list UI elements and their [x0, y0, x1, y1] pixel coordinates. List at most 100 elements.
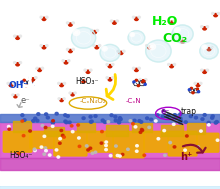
Bar [0, 187, 220, 188]
Circle shape [121, 153, 124, 156]
Circle shape [93, 45, 95, 46]
Circle shape [145, 79, 147, 81]
Circle shape [170, 21, 174, 24]
Circle shape [173, 146, 176, 148]
Circle shape [40, 45, 42, 46]
Bar [0, 188, 220, 189]
Circle shape [66, 22, 69, 24]
Bar [0, 188, 220, 189]
Bar [0, 187, 220, 188]
Bar [0, 188, 220, 189]
Circle shape [71, 93, 74, 96]
Circle shape [60, 129, 63, 132]
Circle shape [12, 94, 14, 96]
Circle shape [74, 92, 76, 94]
Circle shape [194, 116, 198, 119]
Bar [0, 187, 220, 188]
Circle shape [128, 31, 145, 45]
Text: e⁻: e⁻ [161, 107, 170, 116]
Circle shape [130, 33, 135, 37]
Circle shape [51, 125, 54, 127]
Circle shape [189, 115, 192, 118]
Circle shape [173, 64, 176, 65]
Bar [0, 188, 220, 189]
Circle shape [201, 118, 204, 120]
Bar [0, 188, 220, 189]
Bar [0, 188, 220, 189]
Circle shape [132, 67, 135, 69]
Bar [0, 187, 220, 188]
Circle shape [65, 121, 68, 124]
Circle shape [206, 69, 209, 71]
Circle shape [211, 46, 213, 48]
Bar [0, 187, 220, 188]
Bar [0, 188, 220, 189]
Circle shape [112, 64, 114, 65]
Circle shape [163, 129, 165, 132]
Bar [0, 188, 220, 189]
Bar [0, 187, 220, 188]
Circle shape [110, 20, 113, 22]
Circle shape [203, 46, 205, 48]
Bar [0, 188, 220, 189]
Circle shape [0, 0, 53, 40]
Bar [0, 187, 220, 188]
Circle shape [59, 142, 61, 144]
Circle shape [30, 80, 33, 82]
Circle shape [46, 116, 49, 119]
Circle shape [58, 98, 60, 100]
Bar [0, 187, 220, 188]
Circle shape [206, 26, 209, 28]
Circle shape [105, 149, 107, 151]
Circle shape [33, 148, 36, 150]
Circle shape [168, 20, 170, 22]
Circle shape [201, 26, 203, 28]
Circle shape [192, 92, 194, 94]
Circle shape [72, 22, 74, 24]
Text: HSO₄⁻: HSO₄⁻ [9, 151, 32, 160]
Circle shape [7, 82, 9, 84]
Circle shape [179, 119, 182, 122]
Circle shape [44, 126, 47, 129]
Text: H₂O: H₂O [152, 15, 178, 28]
Circle shape [22, 135, 25, 137]
Bar [0, 187, 220, 188]
Bar [0, 188, 220, 189]
Bar [0, 187, 220, 188]
Circle shape [94, 115, 97, 117]
Circle shape [40, 16, 42, 18]
Circle shape [105, 141, 108, 143]
Circle shape [101, 130, 103, 133]
Circle shape [70, 125, 73, 127]
Circle shape [139, 79, 141, 81]
Circle shape [179, 121, 182, 124]
Text: -CₓN₄O₂: -CₓN₄O₂ [79, 98, 106, 104]
Bar [0, 188, 220, 189]
Circle shape [17, 153, 20, 155]
Bar [0, 188, 220, 189]
Circle shape [45, 149, 47, 152]
Bar [0, 188, 220, 189]
Circle shape [78, 145, 81, 147]
Bar [0, 187, 220, 188]
Bar [0, 188, 220, 189]
Bar [0, 187, 220, 188]
Bar [0, 187, 220, 188]
Bar [0, 187, 220, 188]
Bar [0, 187, 220, 188]
Circle shape [207, 48, 211, 51]
Circle shape [110, 114, 113, 117]
Bar [0, 187, 220, 188]
Circle shape [176, 29, 179, 31]
Circle shape [42, 46, 46, 49]
Bar [0, 188, 220, 189]
Circle shape [131, 34, 133, 35]
Circle shape [144, 84, 146, 85]
FancyBboxPatch shape [87, 131, 113, 152]
Bar [0, 187, 220, 188]
Circle shape [138, 67, 140, 69]
Bar [0, 187, 220, 188]
Bar [0, 187, 220, 188]
Bar [0, 188, 220, 189]
Circle shape [137, 85, 139, 87]
